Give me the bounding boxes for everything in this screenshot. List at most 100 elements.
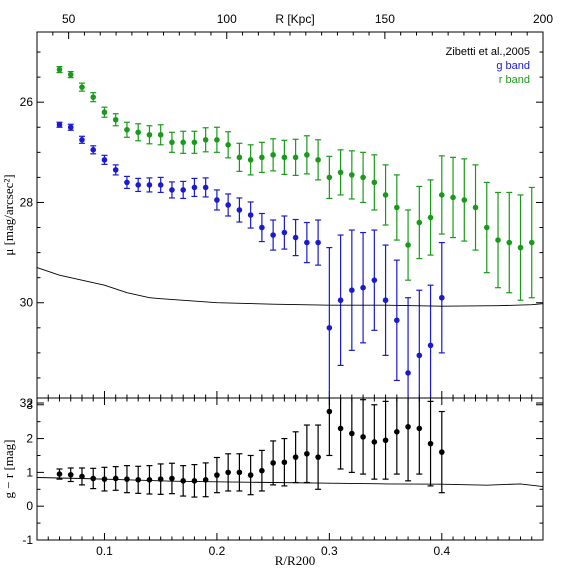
data-point (472, 204, 479, 211)
data-point (270, 232, 276, 238)
data-point (67, 124, 74, 131)
y-axis-title-top: μ [mag/arcsec²] (1, 174, 16, 255)
data-point (225, 469, 231, 476)
data-point (124, 126, 130, 133)
data-point (56, 121, 63, 128)
data-point (360, 434, 366, 440)
data-point (270, 460, 276, 466)
data-point (146, 477, 153, 483)
data-point (247, 212, 254, 218)
bottom-series-layer (36, 398, 544, 498)
data-point (191, 139, 198, 146)
data-point (236, 154, 243, 161)
data-point (326, 174, 333, 181)
data-point (214, 472, 220, 478)
data-point (371, 179, 378, 186)
bottom-plot-frame (36, 397, 544, 541)
data-point (259, 154, 265, 161)
data-point (349, 287, 355, 294)
data-point (169, 139, 175, 146)
data-point (416, 352, 423, 359)
data-point (416, 219, 423, 226)
data-point (315, 157, 321, 163)
data-point (56, 471, 63, 477)
top-series-layer (36, 65, 544, 398)
y-tick-label: 32 (20, 396, 34, 410)
data-point (259, 467, 265, 474)
data-point (236, 207, 243, 213)
data-point (247, 157, 254, 163)
data-point (225, 202, 231, 208)
data-point (101, 109, 108, 116)
data-point (157, 131, 164, 138)
y-tick-label: 28 (20, 195, 34, 209)
data-point (394, 317, 400, 324)
y-tick-label: 3 (26, 398, 33, 412)
data-point (169, 187, 175, 193)
data-point (439, 449, 445, 455)
data-point (90, 94, 97, 100)
y-tick-label: 30 (20, 296, 34, 310)
reference-line (36, 267, 544, 307)
data-point (382, 297, 389, 304)
data-point (495, 237, 501, 243)
data-point (112, 167, 119, 173)
data-point (146, 131, 153, 138)
data-point (79, 136, 85, 143)
data-point (124, 179, 130, 186)
data-point (394, 204, 400, 211)
data-point (112, 116, 119, 123)
data-point (337, 297, 344, 304)
x-tick-label: 0.3 (321, 544, 338, 558)
x-tick-label: 0.2 (209, 544, 226, 558)
data-point (67, 71, 74, 78)
data-point (427, 342, 434, 349)
data-point (315, 454, 321, 460)
data-point (236, 469, 243, 476)
data-point (191, 478, 198, 484)
data-point (169, 475, 175, 482)
y-tick-label: 26 (20, 95, 34, 109)
data-point (90, 147, 97, 153)
data-point (337, 425, 344, 432)
data-point (101, 157, 108, 163)
data-point (349, 430, 355, 437)
data-point (304, 152, 310, 158)
data-point (304, 450, 310, 457)
data-point (427, 440, 434, 447)
x-axis-title: R/R200 (275, 553, 315, 568)
data-point (326, 325, 333, 331)
x-top-tick-label: 200 (533, 12, 553, 26)
data-point (112, 475, 119, 482)
data-point (259, 224, 265, 231)
data-point (146, 182, 153, 188)
data-point (349, 172, 355, 178)
data-point (292, 234, 299, 241)
data-point (180, 478, 186, 484)
data-point (214, 197, 220, 203)
data-point (483, 224, 490, 231)
data-point (281, 154, 288, 161)
data-point (416, 425, 423, 432)
data-point (326, 408, 333, 415)
data-point (528, 239, 535, 246)
data-point (371, 277, 378, 283)
data-point (79, 84, 85, 90)
data-point (337, 169, 344, 176)
legend-g-band: g band (496, 60, 530, 72)
data-point (135, 182, 141, 188)
data-point (394, 429, 400, 435)
x-tick-label: 0.4 (433, 544, 450, 558)
data-point (371, 439, 378, 445)
reference-line (36, 477, 544, 488)
x-top-tick-label: 150 (375, 12, 395, 26)
data-point (360, 174, 366, 181)
y-tick-label: 1 (26, 465, 33, 479)
data-point (517, 244, 524, 251)
data-point (292, 454, 299, 460)
data-point (439, 294, 445, 301)
data-point (191, 184, 198, 191)
surface-brightness-panel: 50 100 150 200 26 28 30 32 R [Kpc] μ [mag/arcse… (1, 12, 553, 410)
x-tick-label: 0.1 (96, 544, 113, 558)
